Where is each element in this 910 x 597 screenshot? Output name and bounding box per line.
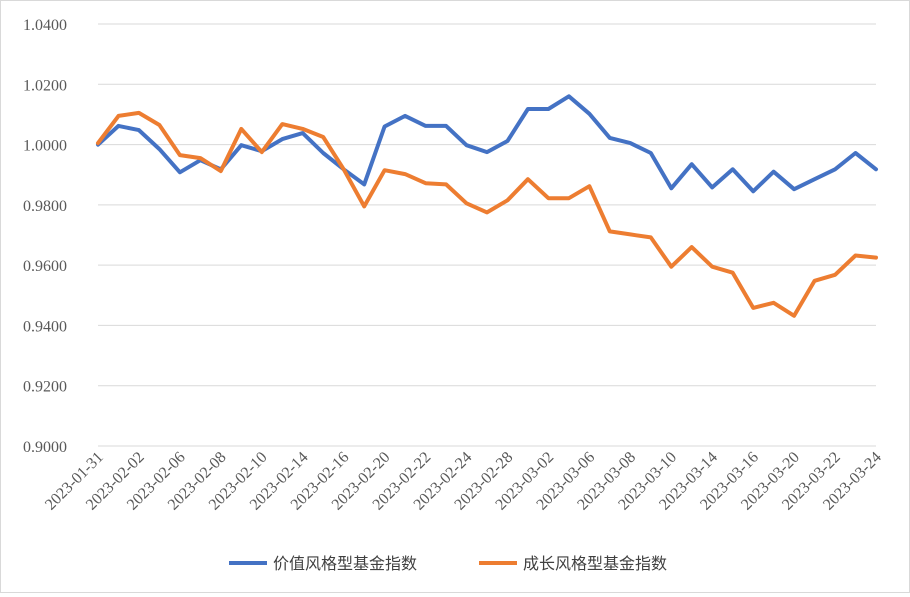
y-tick-label: 0.9000 — [23, 439, 67, 456]
y-tick-label: 1.0000 — [23, 138, 67, 155]
x-axis-tick-labels: 2023-01-312023-02-022023-02-062023-02-08… — [42, 449, 885, 514]
legend-label-1: 价值风格型基金指数 — [273, 554, 417, 573]
y-tick-label: 0.9400 — [23, 318, 67, 335]
y-tick-label: 0.9600 — [23, 258, 67, 275]
legend: 价值风格型基金指数 成长风格型基金指数 — [229, 554, 667, 573]
y-tick-label: 0.9800 — [23, 198, 67, 215]
y-tick-label: 1.0200 — [23, 77, 67, 94]
series-lines — [96, 94, 878, 318]
y-axis-tick-labels: 0.9000 0.9200 0.9400 0.9600 0.9800 1.0000 1.02… — [23, 17, 67, 456]
series-line-2 — [96, 110, 878, 318]
legend-label-2: 成长风格型基金指数 — [523, 554, 667, 573]
y-tick-label: 1.0400 — [23, 17, 67, 34]
gridlines — [98, 23, 876, 447]
y-tick-label: 0.9200 — [23, 379, 67, 396]
series-line-1 — [96, 94, 878, 194]
